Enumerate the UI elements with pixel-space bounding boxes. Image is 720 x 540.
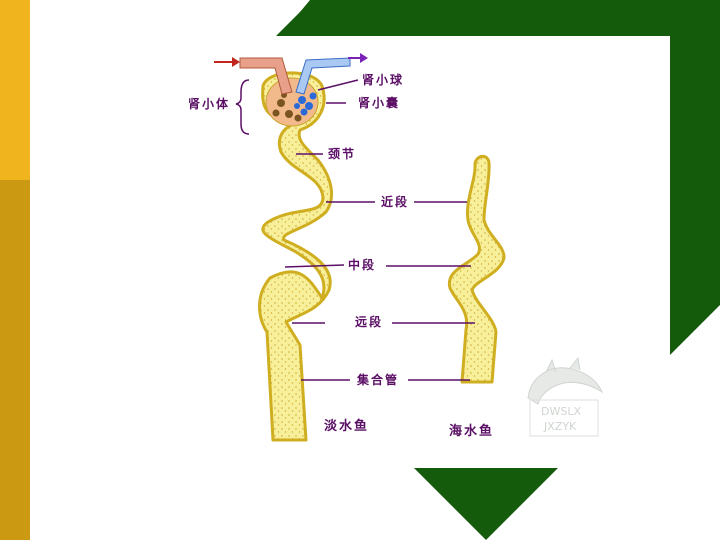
left-accent-bar-bottom xyxy=(0,180,30,540)
label-collecting-duct: 集合管 xyxy=(356,372,399,387)
label-glomerulus: 肾小球 xyxy=(362,72,404,87)
marine-tubule xyxy=(447,154,506,384)
label-freshwater-fish: 淡水鱼 xyxy=(324,418,369,434)
watermark-line2: JXZYK xyxy=(543,420,577,433)
watermark: DWSLX JXZYK xyxy=(527,356,604,437)
label-proximal: 近段 xyxy=(381,194,409,209)
freshwater-tubule xyxy=(214,53,368,442)
label-bowman-capsule: 肾小囊 xyxy=(358,95,400,110)
efferent-vessel xyxy=(295,57,351,95)
glomerulus-tuft xyxy=(265,77,319,127)
leader-lines xyxy=(235,79,475,381)
label-marine-fish: 海水鱼 xyxy=(449,423,494,439)
afferent-vessel xyxy=(239,57,293,95)
label-renal-corpuscle: 肾小体 xyxy=(188,96,230,111)
label-middle: 中段 xyxy=(348,257,376,272)
frame-bottom-triangle xyxy=(414,468,558,540)
label-distal: 远段 xyxy=(355,314,383,329)
left-accent-bar-top xyxy=(0,0,30,180)
frame-top-bar xyxy=(280,0,720,60)
frame-right-bar xyxy=(670,36,720,355)
watermark-line1: DWSLX xyxy=(541,405,581,418)
frame-top-left-triangle xyxy=(276,0,312,36)
dragon-watermark-icon xyxy=(527,356,604,405)
label-neck: 颈节 xyxy=(327,146,356,161)
